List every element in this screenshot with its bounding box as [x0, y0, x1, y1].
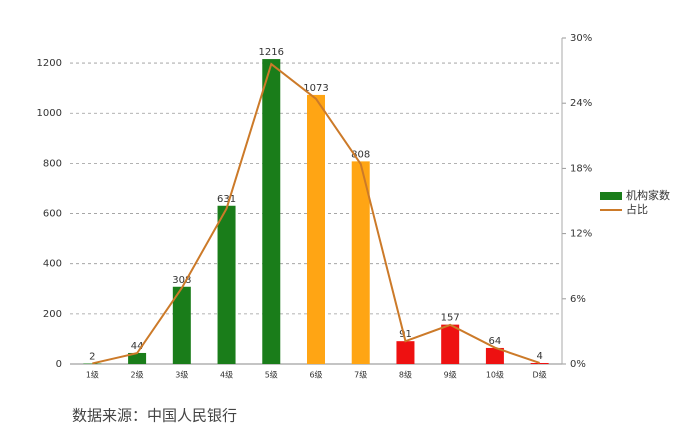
bar [217, 205, 236, 364]
x-tick-label: 8级 [399, 370, 412, 380]
value-label: 4 [536, 351, 542, 362]
bar [441, 324, 460, 364]
bar [172, 286, 191, 364]
x-tick-label: 4级 [220, 370, 233, 380]
value-label: 308 [172, 275, 191, 286]
source-note: 数据来源：中国人民银行 [72, 407, 237, 425]
y2-tick-label: 0% [570, 359, 586, 370]
x-tick-label: 1级 [86, 370, 99, 380]
y-tick-label: 800 [43, 158, 62, 169]
x-tick-label: 9级 [444, 370, 457, 380]
bar [83, 363, 102, 364]
x-tick-label: 7级 [354, 370, 367, 380]
value-label: 2 [89, 351, 95, 362]
x-tick-label: 5级 [265, 370, 278, 380]
bar [128, 352, 147, 364]
value-label: 1073 [303, 83, 328, 94]
bar [262, 59, 281, 365]
y2-tick-label: 18% [570, 163, 592, 174]
value-label: 44 [131, 341, 144, 352]
value-label: 631 [217, 194, 236, 205]
value-label: 64 [489, 336, 502, 347]
y-tick-label: 600 [43, 209, 62, 220]
legend-label: 机构家数 [626, 188, 670, 202]
x-tick-label: 10级 [486, 370, 504, 380]
bar [351, 161, 370, 364]
bar [396, 341, 415, 364]
x-tick-label: D级 [533, 370, 547, 380]
value-label: 157 [441, 313, 460, 324]
y2-tick-label: 24% [570, 98, 592, 109]
bar [485, 347, 504, 364]
x-tick-label: 6级 [309, 370, 322, 380]
bar [530, 362, 549, 364]
value-label: 1216 [259, 47, 284, 58]
bar [307, 94, 325, 364]
y-tick-label: 200 [43, 309, 62, 320]
x-tick-label: 2级 [131, 370, 144, 380]
x-tick-label: 3级 [175, 370, 188, 380]
legend-swatch [600, 192, 622, 200]
line [92, 62, 540, 365]
y2-tick-label: 12% [570, 229, 592, 240]
y2-tick-label: 30% [570, 33, 592, 44]
legend-label: 占比 [626, 202, 648, 216]
y-tick-label: 1000 [37, 108, 62, 119]
y-tick-label: 0 [56, 359, 62, 370]
y-tick-label: 1200 [37, 58, 62, 69]
value-label: 91 [399, 329, 412, 340]
y2-tick-label: 6% [570, 294, 586, 305]
value-label: 808 [351, 149, 370, 160]
y-tick-label: 400 [43, 259, 62, 270]
